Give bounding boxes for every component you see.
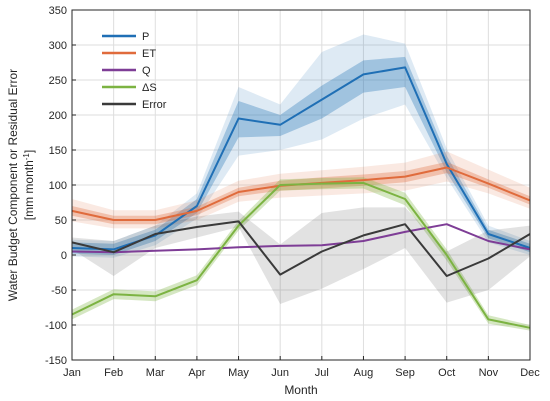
- x-tick-label: Oct: [438, 367, 455, 379]
- x-tick-label: Feb: [104, 367, 123, 379]
- legend-label-error: Error: [142, 99, 167, 111]
- series-line-q: [71, 223, 531, 254]
- y-tick-label: 100: [49, 180, 67, 192]
- x-tick-label: Apr: [188, 367, 205, 379]
- x-tick-label: Dec: [520, 367, 540, 379]
- y-axis-ticks: -150 -100 -50 0 50 100 150 200 250 300 350: [45, 5, 76, 367]
- x-axis-ticks: Jan Feb Mar Apr May Jun Jul Aug Sep Oct Nov Dec: [63, 356, 540, 379]
- legend-label-s: ΔS: [142, 82, 157, 94]
- band-inner-et: [72, 161, 530, 225]
- y-tick-label: 150: [49, 145, 67, 157]
- band-outer-error: [72, 207, 530, 304]
- y-axis-label: Water Budget Component or Residual Error: [6, 69, 20, 301]
- y-axis-unit: [mm month-1]: [22, 150, 37, 220]
- y-tick-label: 50: [55, 215, 67, 227]
- y-tick-label: 200: [49, 110, 67, 122]
- band-inner-p: [72, 56, 530, 256]
- band-inner-s: [72, 177, 530, 331]
- y-tick-label: 300: [49, 40, 67, 52]
- y-tick-label: -50: [51, 285, 67, 297]
- y-tick-label: -150: [45, 355, 67, 367]
- x-tick-label: May: [228, 367, 249, 379]
- legend: P ET Q ΔS Error: [102, 31, 167, 111]
- y-tick-label: 0: [61, 250, 67, 262]
- x-tick-label: Jun: [271, 367, 289, 379]
- legend-label-et: ET: [142, 48, 156, 60]
- series-line-s: [71, 181, 531, 329]
- series-line-error: [71, 220, 531, 277]
- x-tick-label: Mar: [146, 367, 165, 379]
- x-tick-label: Sep: [395, 367, 415, 379]
- band-outer-et: [72, 151, 530, 229]
- x-axis-label: Month: [284, 383, 317, 397]
- y-tick-label: 250: [49, 75, 67, 87]
- x-tick-label: Jan: [63, 367, 81, 379]
- legend-label-q: Q: [142, 65, 151, 77]
- y-tick-label: 350: [49, 5, 67, 17]
- x-tick-label: Jul: [315, 367, 329, 379]
- x-tick-label: Nov: [479, 367, 499, 379]
- x-tick-label: Aug: [354, 367, 374, 379]
- y-tick-label: -100: [45, 320, 67, 332]
- legend-label-p: P: [142, 31, 149, 43]
- series-lines: [71, 66, 531, 329]
